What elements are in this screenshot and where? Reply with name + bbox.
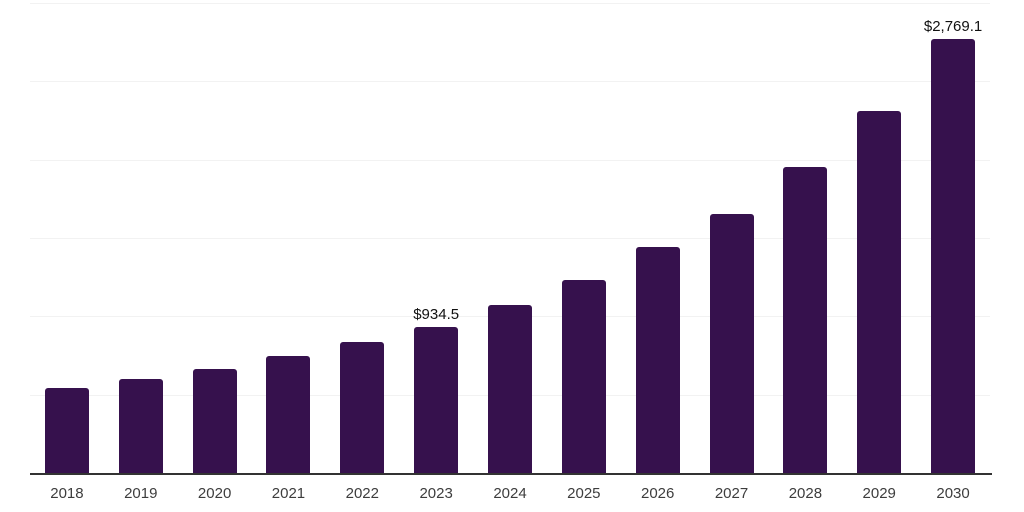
- bar-2028: [783, 167, 828, 473]
- bar-2021: [266, 355, 311, 473]
- bar-2027: [709, 214, 754, 473]
- x-tick-label-2027: 2027: [714, 485, 749, 502]
- x-tick-label-2021: 2021: [271, 485, 306, 502]
- gridline-3000: [30, 3, 990, 4]
- x-tick-label-2025: 2025: [567, 485, 601, 502]
- x-tick-label-2026: 2026: [641, 485, 675, 502]
- gridline-2500: [30, 81, 990, 83]
- gridline-1500: [30, 238, 990, 239]
- bar-2030: [931, 39, 976, 473]
- bar-2029: [857, 110, 902, 473]
- x-tick-label-2028: 2028: [788, 485, 823, 502]
- x-tick-label-2018: 2018: [50, 485, 84, 502]
- bar-2018: [44, 388, 89, 473]
- data-label-2030: $2,769.1: [923, 18, 983, 36]
- bar-2022: [340, 341, 385, 473]
- x-tick-label-2020: 2020: [197, 485, 232, 502]
- x-tick-label-2030: 2030: [936, 485, 970, 502]
- x-tick-label-2029: 2029: [862, 485, 896, 502]
- bar-2023: [414, 326, 459, 473]
- x-axis-line: [30, 473, 992, 475]
- data-label-2023: $934.5: [413, 305, 460, 323]
- bar-2025: [561, 279, 606, 473]
- bar-2024: [488, 305, 532, 473]
- bar-2019: [118, 379, 163, 473]
- x-tick-label-2023: 2023: [419, 485, 453, 502]
- bar-2020: [192, 368, 237, 473]
- x-tick-label-2024: 2024: [493, 485, 527, 502]
- x-tick-label-2019: 2019: [124, 485, 158, 502]
- gridline-2000: [30, 159, 990, 161]
- x-tick-label-2022: 2022: [345, 485, 379, 502]
- bar-2026: [635, 247, 680, 473]
